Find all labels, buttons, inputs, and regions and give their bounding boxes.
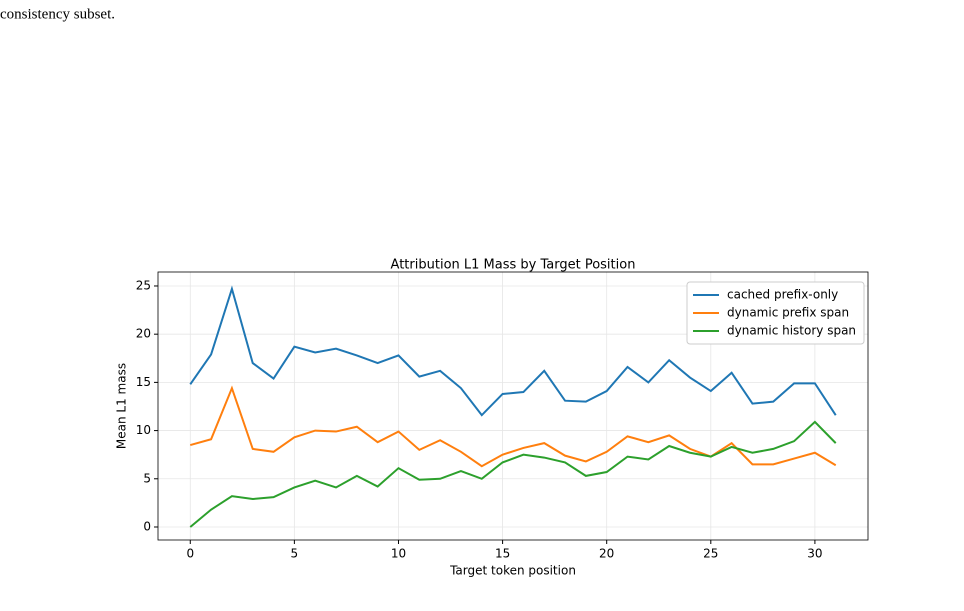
x-axis-label: Target token position [449,564,576,578]
legend-box [686,281,865,345]
y-tick-label: 0 [143,519,151,533]
x-tick-label: 20 [599,547,614,561]
legend-label: cached prefix-only [727,288,838,302]
x-tick-label: 15 [495,547,510,561]
legend-label: dynamic prefix span [727,306,849,320]
x-tick-label: 5 [291,547,299,561]
legend-label: dynamic history span [727,324,856,338]
x-tick-label: 0 [186,547,194,561]
y-tick-label: 5 [143,471,151,485]
y-tick-label: 25 [136,278,151,292]
line [189,420,837,528]
y-tick-label: 15 [136,375,151,389]
y-tick-label: 20 [136,327,151,341]
x-tick-label: 30 [807,547,822,561]
x-tick-label: 25 [703,547,718,561]
y-tick-label: 10 [136,423,151,437]
line [189,285,837,417]
body-text: consistency subset. [0,6,115,22]
chart-title: Attribution L1 Mass by Target Position [391,258,636,273]
plot-frame [157,271,869,541]
line [190,385,837,468]
x-tick-label: 10 [391,547,406,561]
y-axis-label: Mean L1 mass [115,363,129,449]
